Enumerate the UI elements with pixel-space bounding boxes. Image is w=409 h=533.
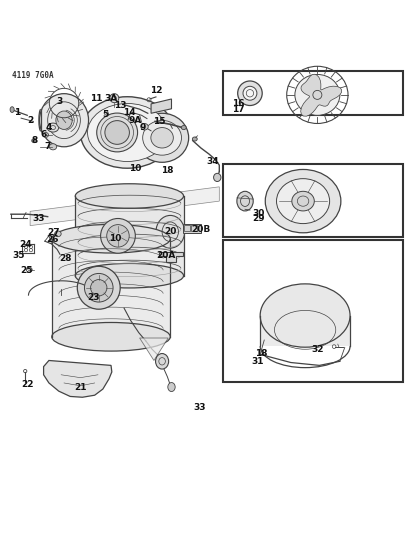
Polygon shape <box>43 360 112 397</box>
Ellipse shape <box>155 353 168 369</box>
Text: 34: 34 <box>207 157 219 166</box>
Text: 3: 3 <box>57 96 63 106</box>
Polygon shape <box>75 196 183 276</box>
Text: 26: 26 <box>47 236 59 245</box>
Ellipse shape <box>135 114 188 163</box>
Text: 24: 24 <box>20 239 32 248</box>
Ellipse shape <box>265 169 340 233</box>
Text: 9A: 9A <box>128 116 142 125</box>
Text: 8: 8 <box>31 136 37 145</box>
Ellipse shape <box>84 273 113 302</box>
Bar <box>183 225 189 231</box>
Ellipse shape <box>294 75 339 115</box>
Ellipse shape <box>80 96 174 168</box>
Ellipse shape <box>49 144 56 150</box>
Ellipse shape <box>75 184 183 208</box>
Text: 9: 9 <box>139 123 146 132</box>
Ellipse shape <box>75 263 183 288</box>
Text: 11: 11 <box>90 94 103 103</box>
Text: 30: 30 <box>252 209 265 218</box>
Ellipse shape <box>110 94 119 103</box>
Text: 4119 7G0A: 4119 7G0A <box>12 71 54 80</box>
Ellipse shape <box>10 107 14 112</box>
Text: 10: 10 <box>128 164 141 173</box>
Text: 35: 35 <box>13 251 25 260</box>
Text: 25: 25 <box>20 266 32 275</box>
Text: 18: 18 <box>254 349 267 358</box>
Ellipse shape <box>52 224 170 253</box>
Ellipse shape <box>243 86 256 100</box>
Ellipse shape <box>151 127 173 148</box>
Polygon shape <box>30 187 219 225</box>
Polygon shape <box>300 74 341 116</box>
Text: 23: 23 <box>88 293 100 302</box>
Ellipse shape <box>77 266 120 309</box>
Polygon shape <box>159 252 182 262</box>
Ellipse shape <box>54 231 61 237</box>
Ellipse shape <box>97 113 137 152</box>
Ellipse shape <box>276 179 329 224</box>
Text: 20: 20 <box>164 227 176 236</box>
Ellipse shape <box>155 215 184 248</box>
Text: 1: 1 <box>14 108 20 117</box>
Ellipse shape <box>56 111 72 130</box>
Text: 22: 22 <box>21 379 34 389</box>
Ellipse shape <box>236 191 253 211</box>
Polygon shape <box>151 99 171 114</box>
Ellipse shape <box>100 219 135 253</box>
Polygon shape <box>139 338 168 360</box>
Ellipse shape <box>47 123 58 132</box>
Ellipse shape <box>43 133 48 138</box>
Text: 32: 32 <box>310 344 323 353</box>
Text: 27: 27 <box>47 229 60 238</box>
Text: 31: 31 <box>250 357 263 366</box>
Ellipse shape <box>237 81 262 106</box>
Text: 20A: 20A <box>156 251 175 260</box>
Bar <box>223 239 402 382</box>
Text: 15: 15 <box>153 117 165 126</box>
Text: 5: 5 <box>101 110 108 119</box>
Ellipse shape <box>192 137 197 141</box>
Text: 6: 6 <box>40 131 47 140</box>
Text: 12: 12 <box>149 86 162 95</box>
Text: 4: 4 <box>46 123 52 132</box>
Polygon shape <box>260 316 349 346</box>
Bar <box>182 224 200 232</box>
Ellipse shape <box>106 224 129 247</box>
Ellipse shape <box>141 124 148 130</box>
Text: 33: 33 <box>193 403 206 412</box>
Bar <box>223 164 402 237</box>
Ellipse shape <box>31 139 36 143</box>
Text: 33: 33 <box>32 214 45 223</box>
Polygon shape <box>52 239 170 337</box>
Ellipse shape <box>167 383 175 392</box>
Bar <box>223 71 402 115</box>
Text: 18: 18 <box>161 166 173 175</box>
Ellipse shape <box>52 322 170 351</box>
Ellipse shape <box>260 284 349 347</box>
Text: 14: 14 <box>123 108 135 117</box>
Text: 16: 16 <box>231 99 244 108</box>
Text: 7: 7 <box>45 142 51 151</box>
Text: 2: 2 <box>27 116 33 125</box>
Text: 17: 17 <box>231 105 244 114</box>
Text: 28: 28 <box>59 254 71 263</box>
Text: 21: 21 <box>74 383 86 392</box>
Ellipse shape <box>213 173 220 182</box>
Text: 20B: 20B <box>191 225 210 234</box>
Bar <box>191 225 197 231</box>
Ellipse shape <box>142 120 181 155</box>
Ellipse shape <box>87 103 167 161</box>
Ellipse shape <box>181 126 186 130</box>
Text: 10: 10 <box>109 234 121 243</box>
Ellipse shape <box>291 191 314 211</box>
Ellipse shape <box>39 94 88 147</box>
Ellipse shape <box>105 120 129 144</box>
Text: 13: 13 <box>113 101 126 110</box>
Ellipse shape <box>90 280 107 296</box>
Text: 29: 29 <box>252 214 265 223</box>
Text: 3A: 3A <box>104 94 117 103</box>
